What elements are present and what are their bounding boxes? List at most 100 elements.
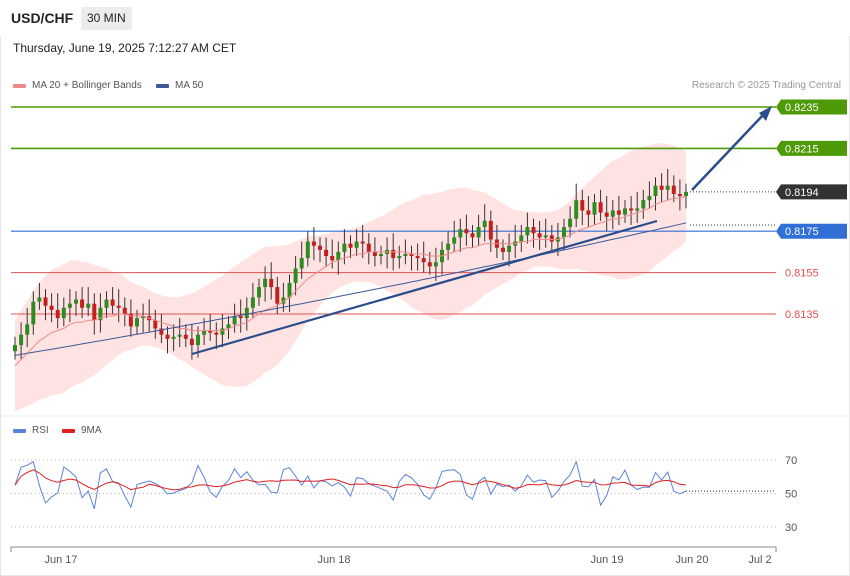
candle-body	[257, 287, 261, 298]
legend-rsi: RSI	[13, 425, 49, 436]
candle-body	[391, 249, 396, 259]
level-label-2: 0.8194	[785, 187, 819, 199]
candle-body	[19, 334, 24, 346]
legend-ma20: MA 20 + Bollinger Bands	[13, 80, 142, 91]
candle-body	[31, 301, 36, 325]
candle-body	[293, 268, 298, 283]
candle-body	[299, 258, 304, 269]
trendline	[191, 219, 658, 356]
candle-body	[616, 210, 621, 215]
candle-body	[122, 307, 127, 314]
candle-body	[427, 262, 432, 267]
rsi-legend-label: RSI	[32, 425, 49, 436]
candle-body	[403, 253, 408, 257]
candle-body	[647, 196, 652, 201]
candle-body	[37, 297, 42, 302]
datetime-label: Thursday, June 19, 2025 7:12:27 AM CET	[13, 41, 237, 55]
rsi-line	[14, 460, 687, 510]
candle-body	[519, 235, 524, 242]
legend-ma50: MA 50	[156, 80, 203, 91]
candle-body	[568, 218, 573, 228]
candle-body	[275, 287, 280, 304]
candle-body	[287, 282, 292, 298]
candle-body	[177, 334, 182, 337]
rsi-swatch	[13, 428, 26, 433]
candle-body	[580, 200, 585, 211]
level-label-5: 0.8135	[785, 309, 819, 321]
candle-body	[336, 251, 341, 261]
candle-body	[531, 227, 536, 234]
candle-body	[104, 299, 109, 308]
candle-body	[458, 229, 463, 238]
ma50-line	[14, 222, 687, 356]
candle-body	[549, 235, 554, 242]
candle-body	[470, 233, 475, 238]
candle-body	[537, 233, 542, 238]
candle-body	[379, 253, 383, 257]
x-tick-label: Jun 19	[590, 554, 623, 566]
rsi-ma-line	[14, 469, 687, 491]
candle-body	[348, 243, 353, 248]
rsi-tick-label: 50	[785, 489, 797, 501]
ma20-swatch	[13, 83, 26, 88]
x-tick-label: Jul 2	[748, 554, 771, 566]
candle-body	[641, 200, 646, 209]
ma20-line	[14, 195, 687, 367]
candle-body	[592, 202, 597, 215]
candle-body	[482, 220, 487, 228]
candle-body	[623, 208, 627, 215]
symbol-label: USD/CHF	[11, 10, 74, 26]
candle-body	[226, 324, 231, 329]
candle-body	[604, 212, 609, 217]
candle-body	[183, 334, 188, 339]
candle-body	[659, 185, 664, 190]
candle-body	[189, 338, 194, 346]
candle-body	[159, 328, 164, 335]
level-label-1: 0.8215	[785, 143, 819, 155]
level-label-0: 0.8235	[785, 102, 819, 114]
candle-body	[525, 227, 530, 236]
candle-body	[55, 309, 60, 319]
candle-body	[110, 299, 115, 306]
candle-body	[74, 299, 78, 304]
level-tag-1	[776, 140, 847, 156]
candle-body	[366, 243, 371, 252]
level-label-4: 0.8155	[785, 268, 819, 280]
candle-body	[372, 251, 377, 257]
ma50-swatch	[156, 83, 169, 88]
candle-body	[214, 332, 219, 335]
x-tick-label: Jun 20	[675, 554, 708, 566]
candle-body	[397, 256, 402, 259]
candle-body	[452, 237, 457, 244]
timeframe-button[interactable]: 30 MIN	[81, 7, 132, 30]
level-tag-0	[776, 99, 847, 115]
candle-body	[543, 235, 548, 238]
ma20-legend-label: MA 20 + Bollinger Bands	[32, 80, 142, 91]
candle-body	[250, 297, 255, 308]
candle-body	[653, 185, 658, 197]
candle-body	[562, 227, 566, 238]
candle-body	[196, 334, 200, 346]
candle-body	[330, 256, 335, 261]
candle-body	[202, 330, 207, 335]
candle-body	[488, 220, 493, 240]
candle-body	[165, 334, 170, 339]
candle-body	[269, 278, 274, 288]
candle-body	[610, 210, 615, 217]
candle-body	[635, 208, 640, 211]
candle-body	[476, 227, 481, 238]
rsi-tick-label: 30	[785, 522, 797, 534]
legend-9ma: 9MA	[62, 425, 102, 436]
candle-body	[342, 243, 347, 252]
candle-body	[574, 200, 579, 219]
candle-body	[677, 193, 682, 197]
candle-body	[86, 303, 91, 308]
candle-body	[281, 297, 286, 304]
toolbar: USD/CHF 30 MIN	[0, 0, 850, 36]
candle-body	[501, 247, 505, 252]
candle-body	[80, 299, 85, 308]
candle-body	[586, 210, 591, 215]
candle-body	[208, 330, 213, 333]
candle-body	[128, 314, 133, 327]
